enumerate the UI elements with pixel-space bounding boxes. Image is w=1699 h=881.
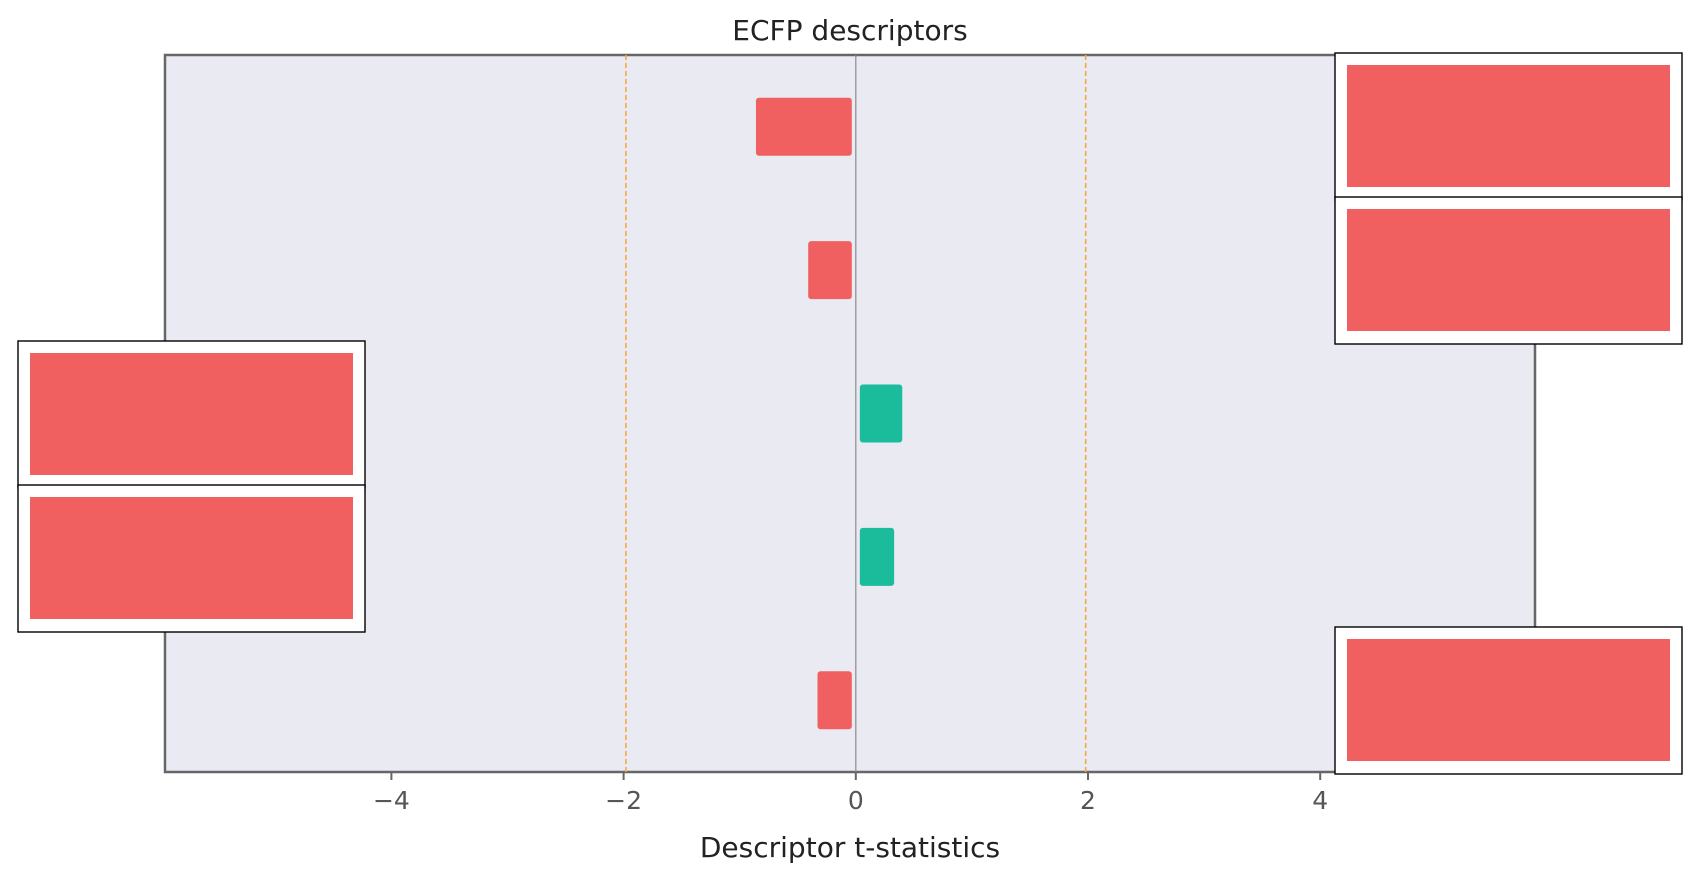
- structure-thumbnail-4: [17, 484, 366, 633]
- x-axis-label: Descriptor t-statistics: [700, 831, 1000, 864]
- thumbnail-image: [1347, 639, 1670, 761]
- x-tick-label: 2: [1080, 786, 1096, 815]
- thumbnail-image: [1347, 65, 1670, 187]
- reference-lines: [625, 55, 1087, 772]
- x-axis-ticks: −4 −2 0 2 4: [373, 772, 1328, 815]
- structure-thumbnails: [17, 52, 1683, 775]
- plot-area: [163, 53, 1537, 774]
- structure-thumbnail-5: [1334, 626, 1683, 775]
- x-tick-label: −4: [373, 786, 410, 815]
- bar-2: [808, 241, 852, 300]
- x-tick-label: 4: [1312, 786, 1328, 815]
- bar-1: [755, 97, 852, 156]
- bar-5: [817, 671, 852, 730]
- structure-thumbnail-1: [1334, 52, 1683, 201]
- chart-title: ECFP descriptors: [732, 14, 967, 47]
- structure-thumbnail-2: [1334, 196, 1683, 345]
- thumbnail-image: [1347, 209, 1670, 331]
- structure-thumbnail-3: [17, 340, 366, 489]
- x-tick-label: −2: [605, 786, 642, 815]
- bars: [755, 97, 903, 730]
- thumbnail-image: [30, 497, 353, 619]
- bar-3: [859, 384, 903, 443]
- bar-4: [859, 527, 895, 586]
- thumbnail-image: [30, 353, 353, 475]
- x-tick-label: 0: [848, 786, 864, 815]
